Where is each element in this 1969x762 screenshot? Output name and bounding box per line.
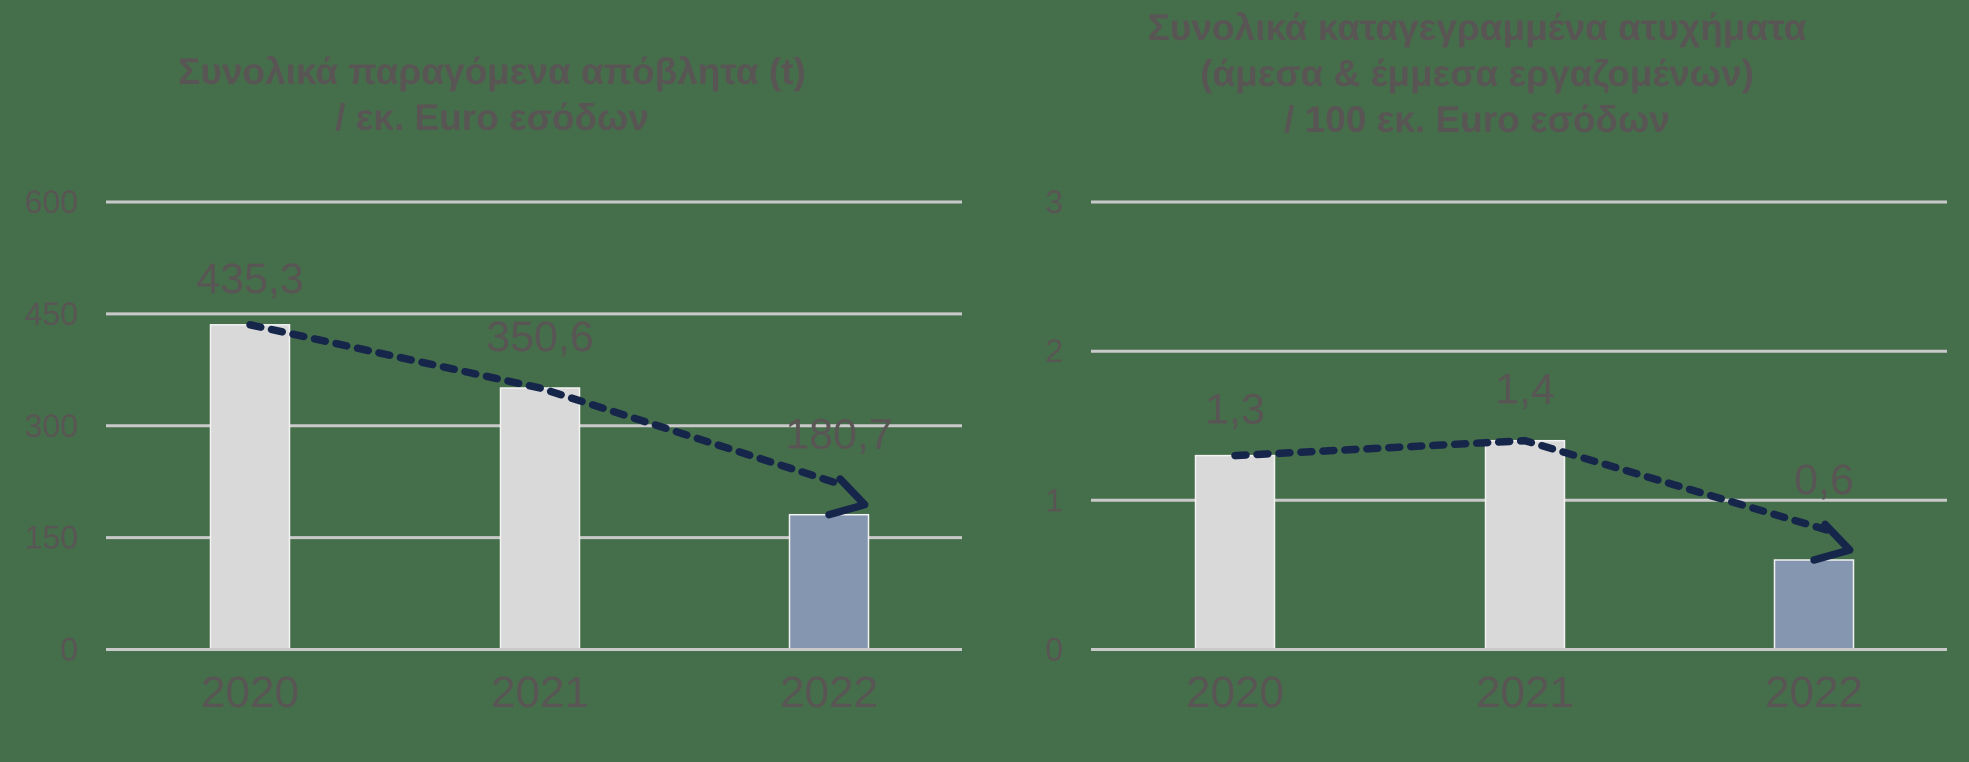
svg-text:150: 150 bbox=[25, 520, 78, 556]
svg-text:Συνολικά καταγεγραμμένα ατυχήμ: Συνολικά καταγεγραμμένα ατυχήματα bbox=[1148, 7, 1807, 48]
svg-text:2021: 2021 bbox=[1476, 668, 1574, 717]
svg-text:2020: 2020 bbox=[201, 668, 299, 717]
svg-text:(άμεσα & έμμεσα εργαζομένων): (άμεσα & έμμεσα εργαζομένων) bbox=[1200, 53, 1754, 94]
svg-text:1,3: 1,3 bbox=[1205, 386, 1265, 434]
svg-text:435,3: 435,3 bbox=[196, 255, 304, 303]
svg-text:2022: 2022 bbox=[780, 668, 878, 717]
svg-text:/ εκ. Euro εσόδων: / εκ. Euro εσόδων bbox=[335, 97, 649, 138]
svg-text:1: 1 bbox=[1045, 482, 1063, 518]
svg-text:0: 0 bbox=[1045, 632, 1063, 668]
svg-text:2022: 2022 bbox=[1765, 668, 1863, 717]
svg-text:350,6: 350,6 bbox=[486, 313, 594, 361]
svg-text:180,7: 180,7 bbox=[785, 411, 893, 459]
svg-text:600: 600 bbox=[25, 184, 78, 220]
svg-text:3: 3 bbox=[1045, 184, 1063, 220]
svg-text:1,4: 1,4 bbox=[1495, 366, 1555, 414]
svg-text:2020: 2020 bbox=[1186, 668, 1284, 717]
svg-text:450: 450 bbox=[25, 296, 78, 332]
svg-text:0,6: 0,6 bbox=[1794, 456, 1854, 504]
svg-text:/ 100 εκ. Euro εσόδων: / 100 εκ. Euro εσόδων bbox=[1284, 99, 1670, 140]
svg-text:2: 2 bbox=[1045, 333, 1063, 369]
svg-text:300: 300 bbox=[25, 408, 78, 444]
svg-text:Συνολικά παραγόμενα απόβλητα (: Συνολικά παραγόμενα απόβλητα (t) bbox=[178, 51, 806, 92]
svg-text:0: 0 bbox=[60, 632, 78, 668]
svg-text:2021: 2021 bbox=[491, 668, 589, 717]
